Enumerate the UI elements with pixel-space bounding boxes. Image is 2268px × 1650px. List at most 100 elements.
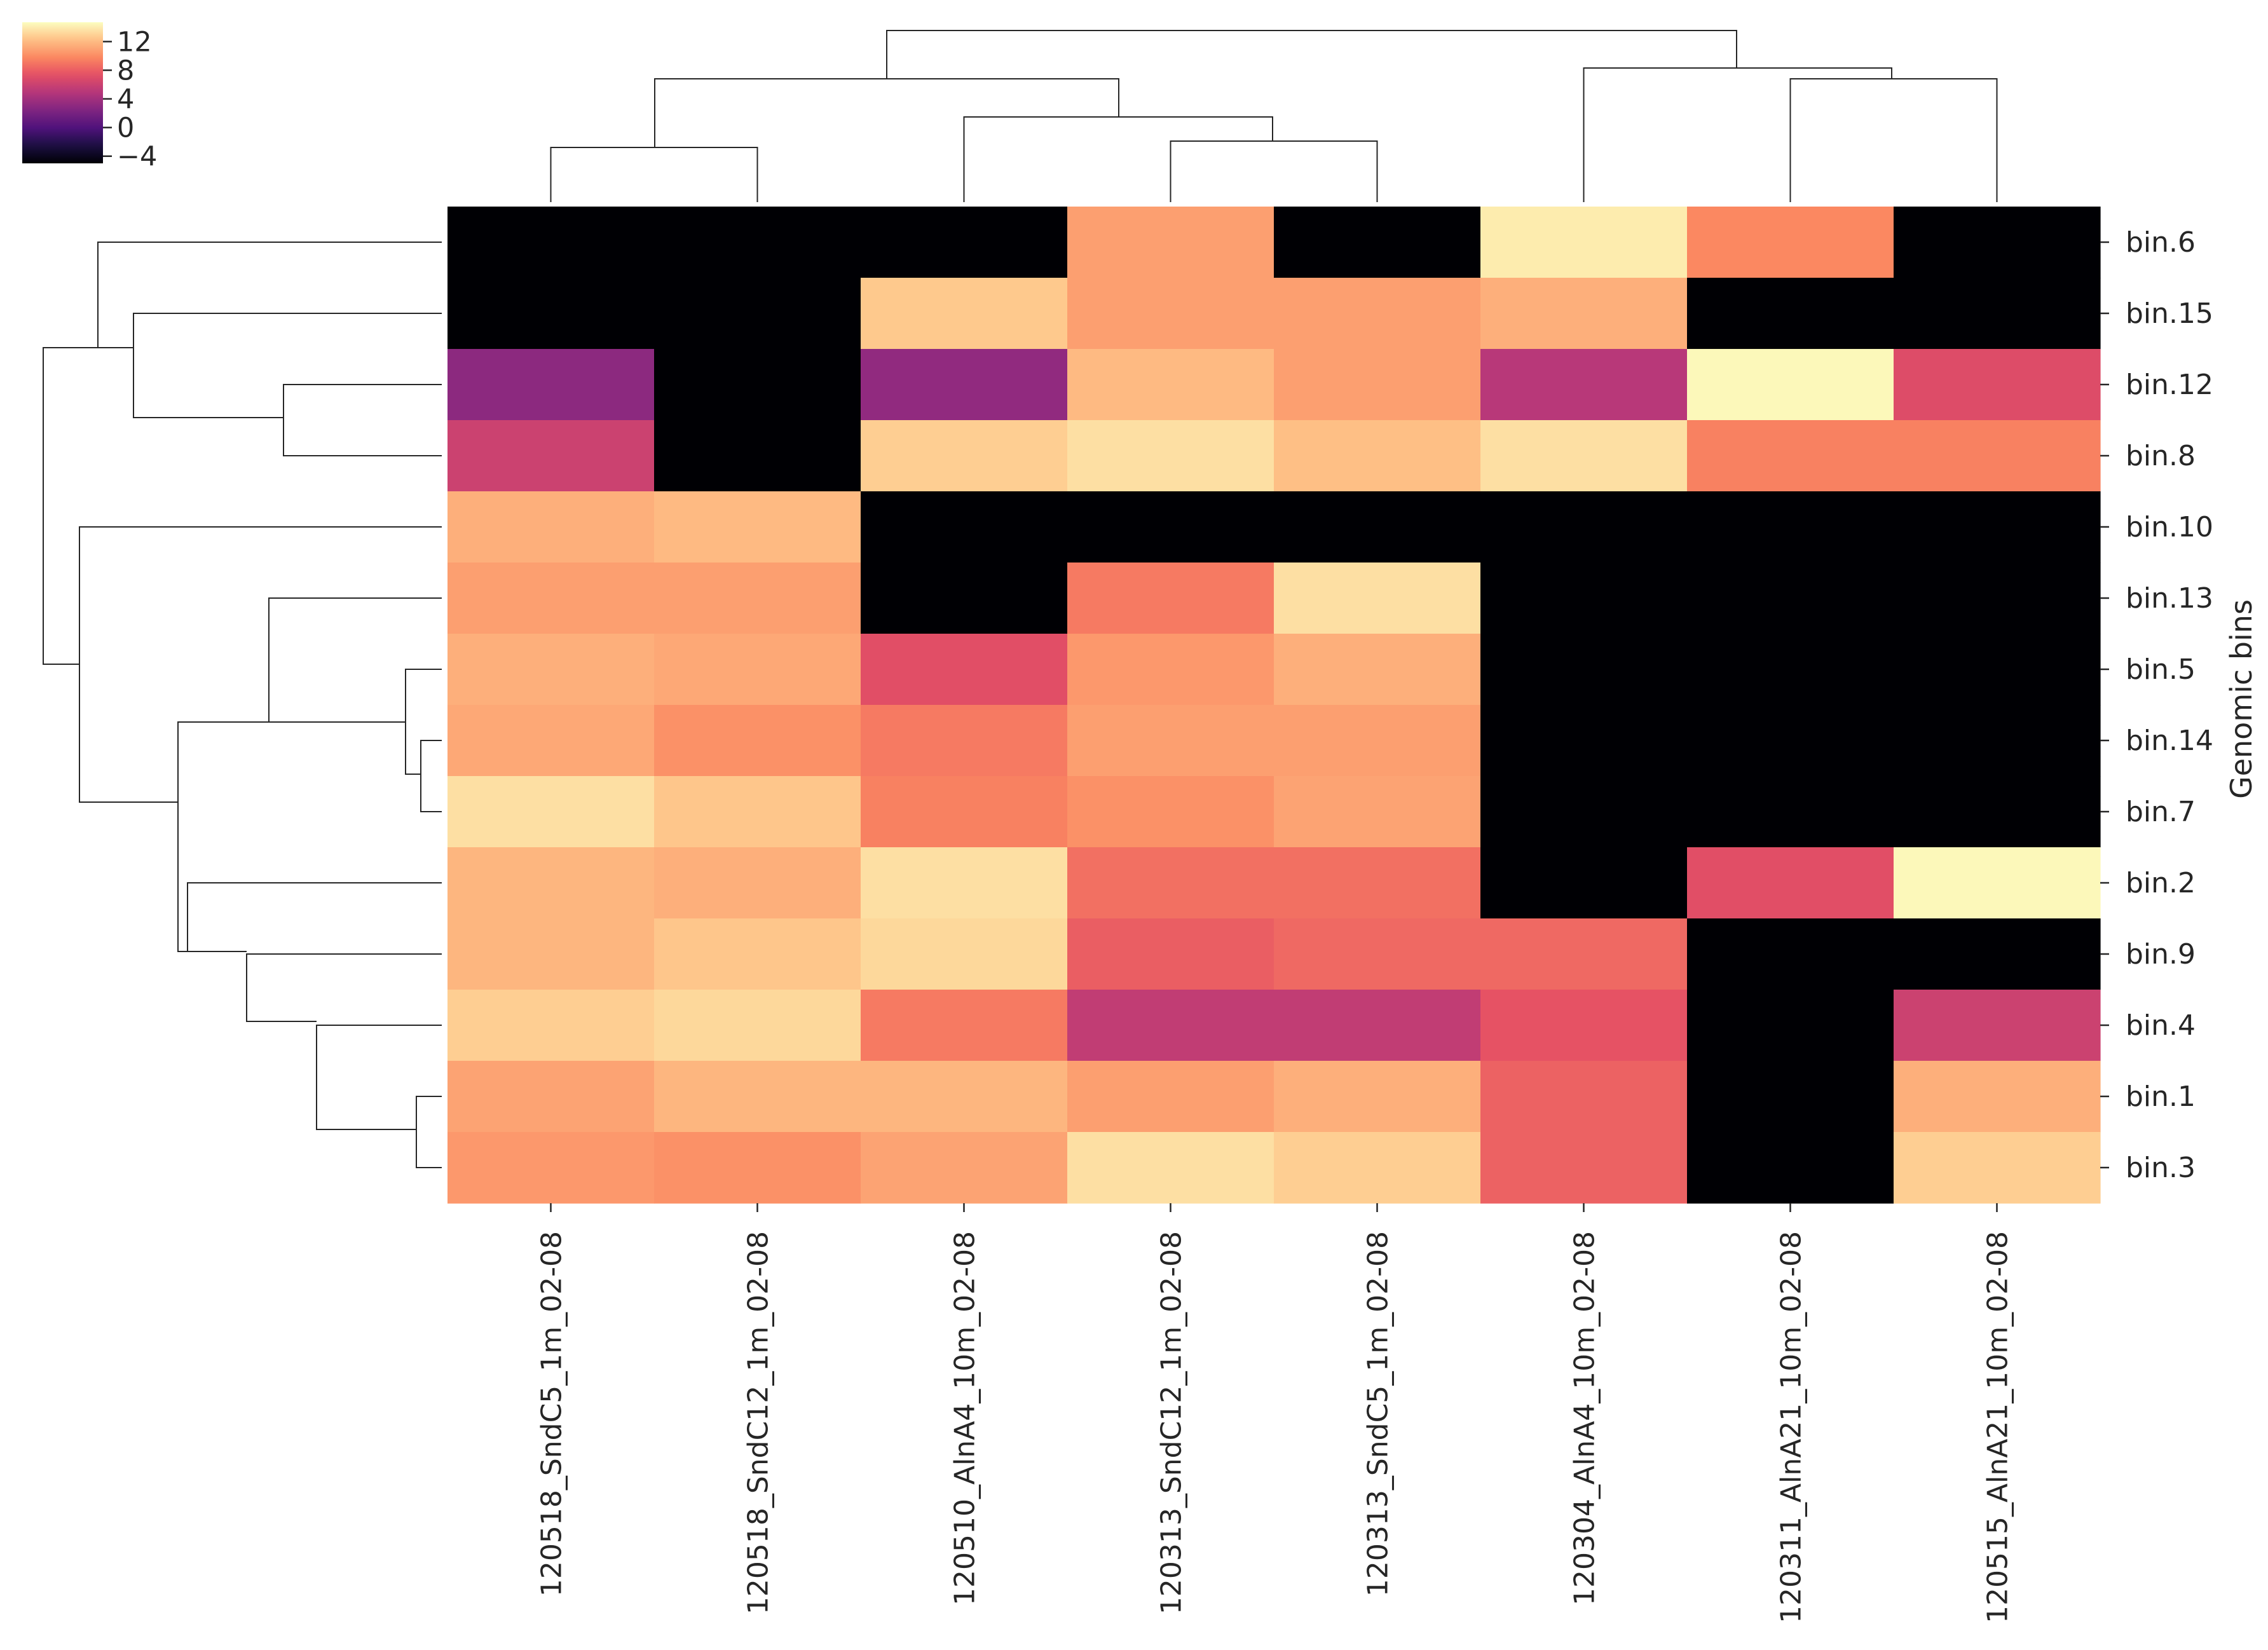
colorbar-tick-label: 4 [117, 84, 134, 116]
heatmap-cell [1894, 847, 2101, 919]
column-label: 120311_AlnA21_10m_02-08 [1775, 1231, 1808, 1623]
heatmap-cell [1274, 349, 1481, 421]
heatmap-cell [1894, 491, 2101, 563]
heatmap-cell [1687, 705, 1894, 777]
heatmap-cell [861, 847, 1068, 919]
column-dendrogram [550, 30, 1998, 202]
column-label: 120518_SndC5_1m_02-08 [536, 1231, 568, 1597]
heatmap-cell [1894, 634, 2101, 706]
heatmap-cell [861, 1061, 1068, 1133]
column-label: 120313_SndC12_1m_02-08 [1156, 1231, 1188, 1614]
heatmap-cell [654, 776, 861, 848]
column-label: 120510_AlnA4_10m_02-08 [949, 1231, 981, 1606]
heatmap-cell [861, 207, 1068, 278]
dendrogram-link [654, 78, 1119, 147]
heatmap-cell [1894, 349, 2101, 421]
row-label: bin.10 [2126, 511, 2213, 543]
column-label: 120313_SndC5_1m_02-08 [1362, 1231, 1395, 1597]
heatmap-cell [1067, 634, 1274, 706]
heatmap-cell [1274, 491, 1481, 563]
heatmap-cell [447, 918, 655, 990]
heatmap-cell [1687, 918, 1894, 990]
heatmap-cell [1480, 776, 1688, 848]
heatmap-cell [1274, 847, 1481, 919]
heatmap-cell [861, 634, 1068, 706]
heatmap-cell [1274, 1061, 1481, 1133]
dendrogram-link [405, 669, 442, 775]
dendrogram-link [97, 242, 442, 348]
heatmap-cell [1894, 1132, 2101, 1204]
heatmap-cell [1274, 776, 1481, 848]
dendrogram-link [1583, 67, 1892, 202]
heatmap-cell [1480, 491, 1688, 563]
heatmap-cell [1480, 990, 1688, 1061]
dendrogram-link [268, 597, 442, 723]
heatmap-cell [1480, 207, 1688, 278]
heatmap-cell [1687, 278, 1894, 350]
heatmap-cell [1480, 562, 1688, 634]
heatmap-cell [1687, 1061, 1894, 1133]
heatmap-cell [654, 918, 861, 990]
heatmap-cell [654, 990, 861, 1061]
column-tick-labels: 120518_SndC5_1m_02-08 120518_SndC12_1m_02… [536, 1203, 2014, 1623]
dendrogram-link [316, 1025, 442, 1130]
heatmap-cell [1894, 990, 2101, 1061]
dendrogram-link [79, 526, 442, 803]
row-label: bin.1 [2126, 1081, 2196, 1113]
heatmap-cell [1480, 278, 1688, 350]
dendrogram-link [133, 313, 442, 418]
heatmap-cell [447, 634, 655, 706]
heatmap-cell [1067, 1132, 1274, 1204]
heatmap-cell [1274, 278, 1481, 350]
heatmap-cell [1894, 918, 2101, 990]
heatmap-cell [1687, 420, 1894, 492]
dendrogram-link [886, 30, 1737, 79]
heatmap-cell [1480, 918, 1688, 990]
heatmap-cell [1687, 776, 1894, 848]
colorbar-gradient [22, 22, 103, 163]
heatmap-cell [447, 990, 655, 1061]
dendrogram-link [963, 116, 1273, 202]
row-label: bin.2 [2126, 867, 2196, 899]
dendrogram-link [550, 147, 758, 202]
heatmap-cell [1067, 349, 1274, 421]
heatmap-cell [1480, 349, 1688, 421]
heatmap-cell [1687, 634, 1894, 706]
heatmap-cell [1894, 278, 2101, 350]
row-label: bin.8 [2126, 440, 2196, 472]
heatmap-cell [447, 562, 655, 634]
heatmap-cell [1067, 491, 1274, 563]
row-dendrogram [43, 242, 442, 1168]
heatmap-cell [861, 491, 1068, 563]
heatmap-cell [861, 990, 1068, 1061]
row-label: bin.4 [2126, 1009, 2196, 1042]
dendrogram-link [1789, 78, 1998, 202]
heatmap-cell [1687, 207, 1894, 278]
heatmap-cell [861, 1132, 1068, 1204]
colorbar-tick-label: 12 [117, 26, 152, 58]
heatmap-cell [1894, 705, 2101, 777]
heatmap-cell [1067, 562, 1274, 634]
heatmap-cell [447, 847, 655, 919]
colorbar-tick-label: 0 [117, 112, 134, 144]
heatmap-cell [1274, 634, 1481, 706]
dendrogram-link [187, 882, 442, 952]
heatmap-cell [1067, 705, 1274, 777]
row-tick-labels: bin.6 bin.15 bin.12 bin.8 bin.10 bin.13 bin.5 b… [2100, 226, 2213, 1184]
heatmap-cell [1687, 990, 1894, 1061]
heatmap-cell [654, 420, 861, 492]
heatmap-cell [1480, 634, 1688, 706]
heatmap-cell [861, 705, 1068, 777]
column-label: 120304_AlnA4_10m_02-08 [1569, 1231, 1601, 1606]
row-label: bin.7 [2126, 796, 2196, 828]
heatmap-cell [1067, 1061, 1274, 1133]
y-axis-label: Genomic bins [2224, 599, 2258, 799]
row-label: bin.15 [2126, 297, 2213, 330]
heatmap-cell [1067, 776, 1274, 848]
column-label: 120515_AlnA21_10m_02-08 [1982, 1231, 2014, 1623]
row-label: bin.14 [2126, 725, 2213, 757]
heatmap-cell [447, 349, 655, 421]
row-label: bin.6 [2126, 226, 2196, 259]
